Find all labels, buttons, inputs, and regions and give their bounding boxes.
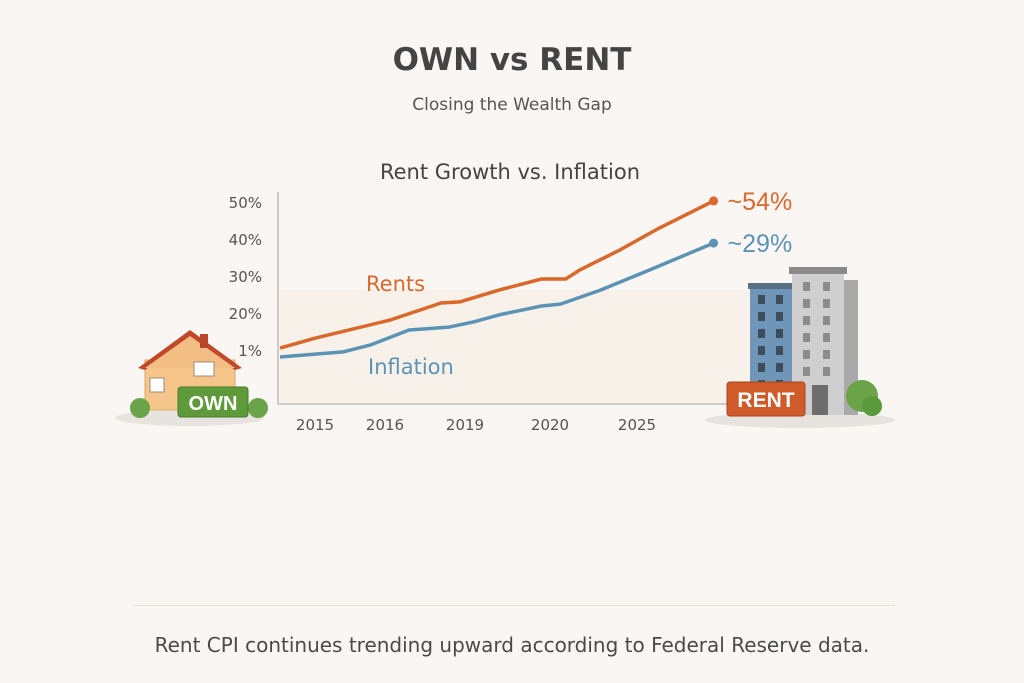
footer-note: Rent CPI continues trending upward accor… bbox=[154, 633, 870, 657]
series-end-point bbox=[709, 238, 719, 248]
page-subtitle: Closing the Wealth Gap bbox=[412, 95, 612, 115]
chart-backdrop bbox=[280, 290, 760, 404]
y-tick-label: 50% bbox=[229, 194, 262, 212]
footer-divider bbox=[133, 605, 895, 606]
series-name-label: Inflation bbox=[368, 355, 454, 379]
series-end-point bbox=[709, 196, 719, 206]
x-tick-label: 2019 bbox=[446, 416, 484, 434]
apartment-building-icon bbox=[705, 267, 895, 428]
y-tick-label: 20% bbox=[229, 305, 262, 323]
x-tick-label: 2015 bbox=[296, 416, 334, 434]
y-tick-label: 1% bbox=[238, 342, 262, 360]
series-line-rents bbox=[279, 199, 715, 350]
chart-title: Rent Growth vs. Inflation bbox=[379, 160, 641, 184]
series-end-label: ~54% bbox=[728, 188, 793, 216]
series-end-label: ~29% bbox=[728, 230, 793, 258]
axes bbox=[277, 192, 730, 405]
page-title: OWN vs RENT bbox=[392, 42, 632, 78]
x-tick-label: 2020 bbox=[531, 416, 569, 434]
series-name-label: Rents bbox=[366, 272, 425, 296]
series-line-inflation bbox=[279, 241, 715, 359]
own-badge: OWN bbox=[177, 386, 249, 418]
x-tick-label: 2016 bbox=[366, 416, 404, 434]
y-tick-label: 40% bbox=[229, 231, 262, 249]
rent-badge: RENT bbox=[726, 381, 806, 417]
own-badge-label: OWN bbox=[189, 393, 238, 415]
x-tick-label: 2025 bbox=[618, 416, 656, 434]
rent-badge-label: RENT bbox=[737, 389, 794, 412]
y-tick-label: 30% bbox=[229, 268, 262, 286]
